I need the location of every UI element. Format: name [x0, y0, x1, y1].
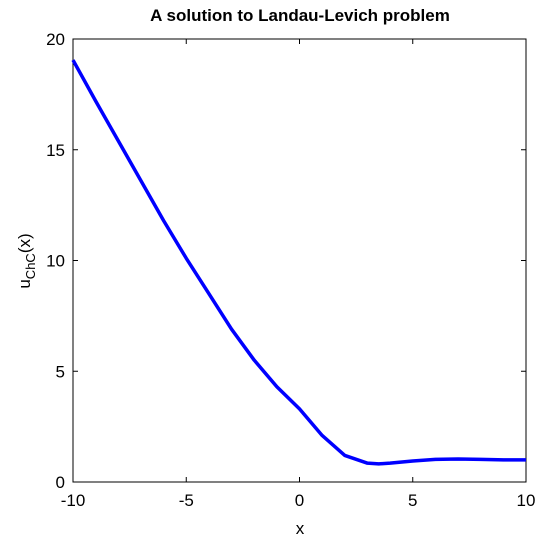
y-tick-label: 20: [46, 30, 65, 49]
y-axis-label: uChC(x): [15, 233, 38, 288]
y-tick-label: 0: [56, 473, 65, 492]
x-tick-label: 5: [408, 491, 417, 510]
y-axis-label-base: u: [15, 279, 34, 288]
y-tick-label: 10: [46, 252, 65, 271]
y-tick-label: 15: [46, 141, 65, 160]
x-axis-label: x: [296, 519, 305, 538]
x-tick-label: -10: [61, 491, 86, 510]
y-axis-label-suffix: (x): [15, 233, 34, 253]
x-tick-label: -5: [179, 491, 194, 510]
data-line: [71, 59, 526, 466]
x-tick-label: 0: [295, 491, 304, 510]
y-axis-label-subscript: ChC: [23, 253, 38, 279]
plot-frame: [72, 38, 527, 483]
y-tick-label: 5: [56, 362, 65, 381]
chart-title: A solution to Landau-Levich problem: [150, 6, 450, 25]
x-tick-label: 10: [517, 491, 536, 510]
